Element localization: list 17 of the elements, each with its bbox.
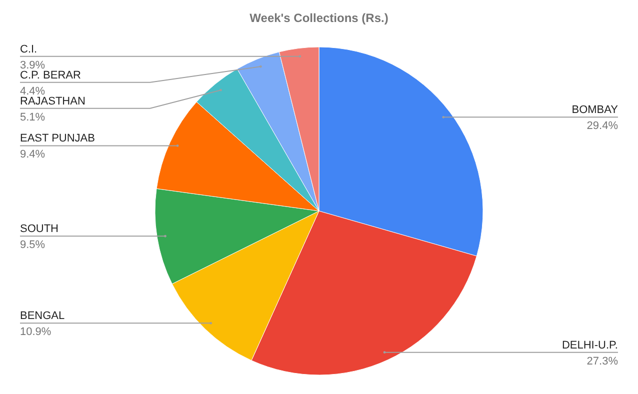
data-label: 27.3% <box>586 355 618 368</box>
slice-label: C.P. BERAR <box>20 69 81 82</box>
data-label: 5.1% <box>20 111 46 124</box>
data-label: 29.4% <box>586 120 618 132</box>
slice-label: SOUTH <box>20 223 59 236</box>
data-label: 9.4% <box>20 148 46 161</box>
slice-label: C.I. <box>20 43 38 56</box>
slice-label: BOMBAY <box>572 104 619 116</box>
chart-title: Week's Collections (Rs.) <box>250 11 388 25</box>
slice-label: BENGAL <box>20 310 65 322</box>
slice-label: RAJASTHAN <box>20 95 86 108</box>
data-label: 4.4% <box>20 85 46 98</box>
data-label: 10.9% <box>20 326 52 338</box>
data-label: 3.9% <box>20 59 46 72</box>
slice-label: EAST PUNJAB <box>20 132 95 145</box>
data-label: 9.5% <box>20 239 46 252</box>
slice-label: DELHI-U.P. <box>562 339 618 352</box>
